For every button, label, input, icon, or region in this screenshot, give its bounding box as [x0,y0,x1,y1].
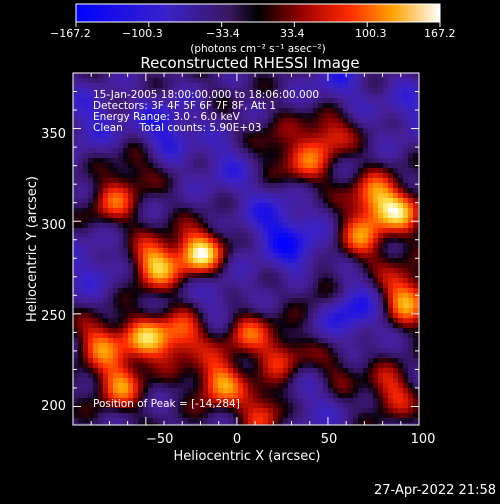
annotation-detectors: Detectors: 3F 4F 5F 6F 7F 8F, Att 1 [93,100,276,112]
colorbar-unit-label: (photons cm⁻² s⁻¹ asec⁻²) [190,43,325,55]
y-tick-label-350: 350 [41,127,66,142]
axis-ticks [73,72,420,425]
colorbar-label-0: −167.2 [50,27,91,40]
x-tick-label-50: 50 [321,432,338,447]
y-axis-label: Heliocentric Y (arcsec) [25,176,40,322]
y-tick-label-300: 300 [41,218,66,233]
colorbar-label-4: 100.3 [355,27,387,40]
plot-frame [72,72,420,426]
colorbar-label-3: 33.4 [280,27,305,40]
x-tick-label-neg50: −50 [146,432,173,447]
colorbar-ticks [75,22,441,27]
annotation-time-range: 15-Jan-2005 18:00:00.000 to 18:06:00.000 [93,89,319,101]
colorbar-label-1: −100.3 [122,27,163,40]
colorbar-label-2: −33.4 [206,27,240,40]
annotation-energy-range: Energy Range: 3.0 - 6.0 keV [93,111,241,123]
chart-title: Reconstructed RHESSI Image [140,54,359,72]
y-tick-label-200: 200 [41,399,66,414]
annotation-peak-position: Position of Peak = [-14,284] [93,398,240,410]
heatmap-image [73,73,419,425]
x-tick-label-0: 0 [233,432,241,447]
footer-timestamp: 27-Apr-2022 21:58 [374,483,496,498]
x-axis-label: Heliocentric X (arcsec) [174,449,321,464]
colorbar-label-5: 167.2 [424,27,456,40]
y-tick-label-250: 250 [41,309,66,324]
x-tick-label-100: 100 [411,432,436,447]
annotation-clean-counts: Clean Total counts: 5.90E+03 [93,122,262,134]
colorbar [75,3,441,23]
